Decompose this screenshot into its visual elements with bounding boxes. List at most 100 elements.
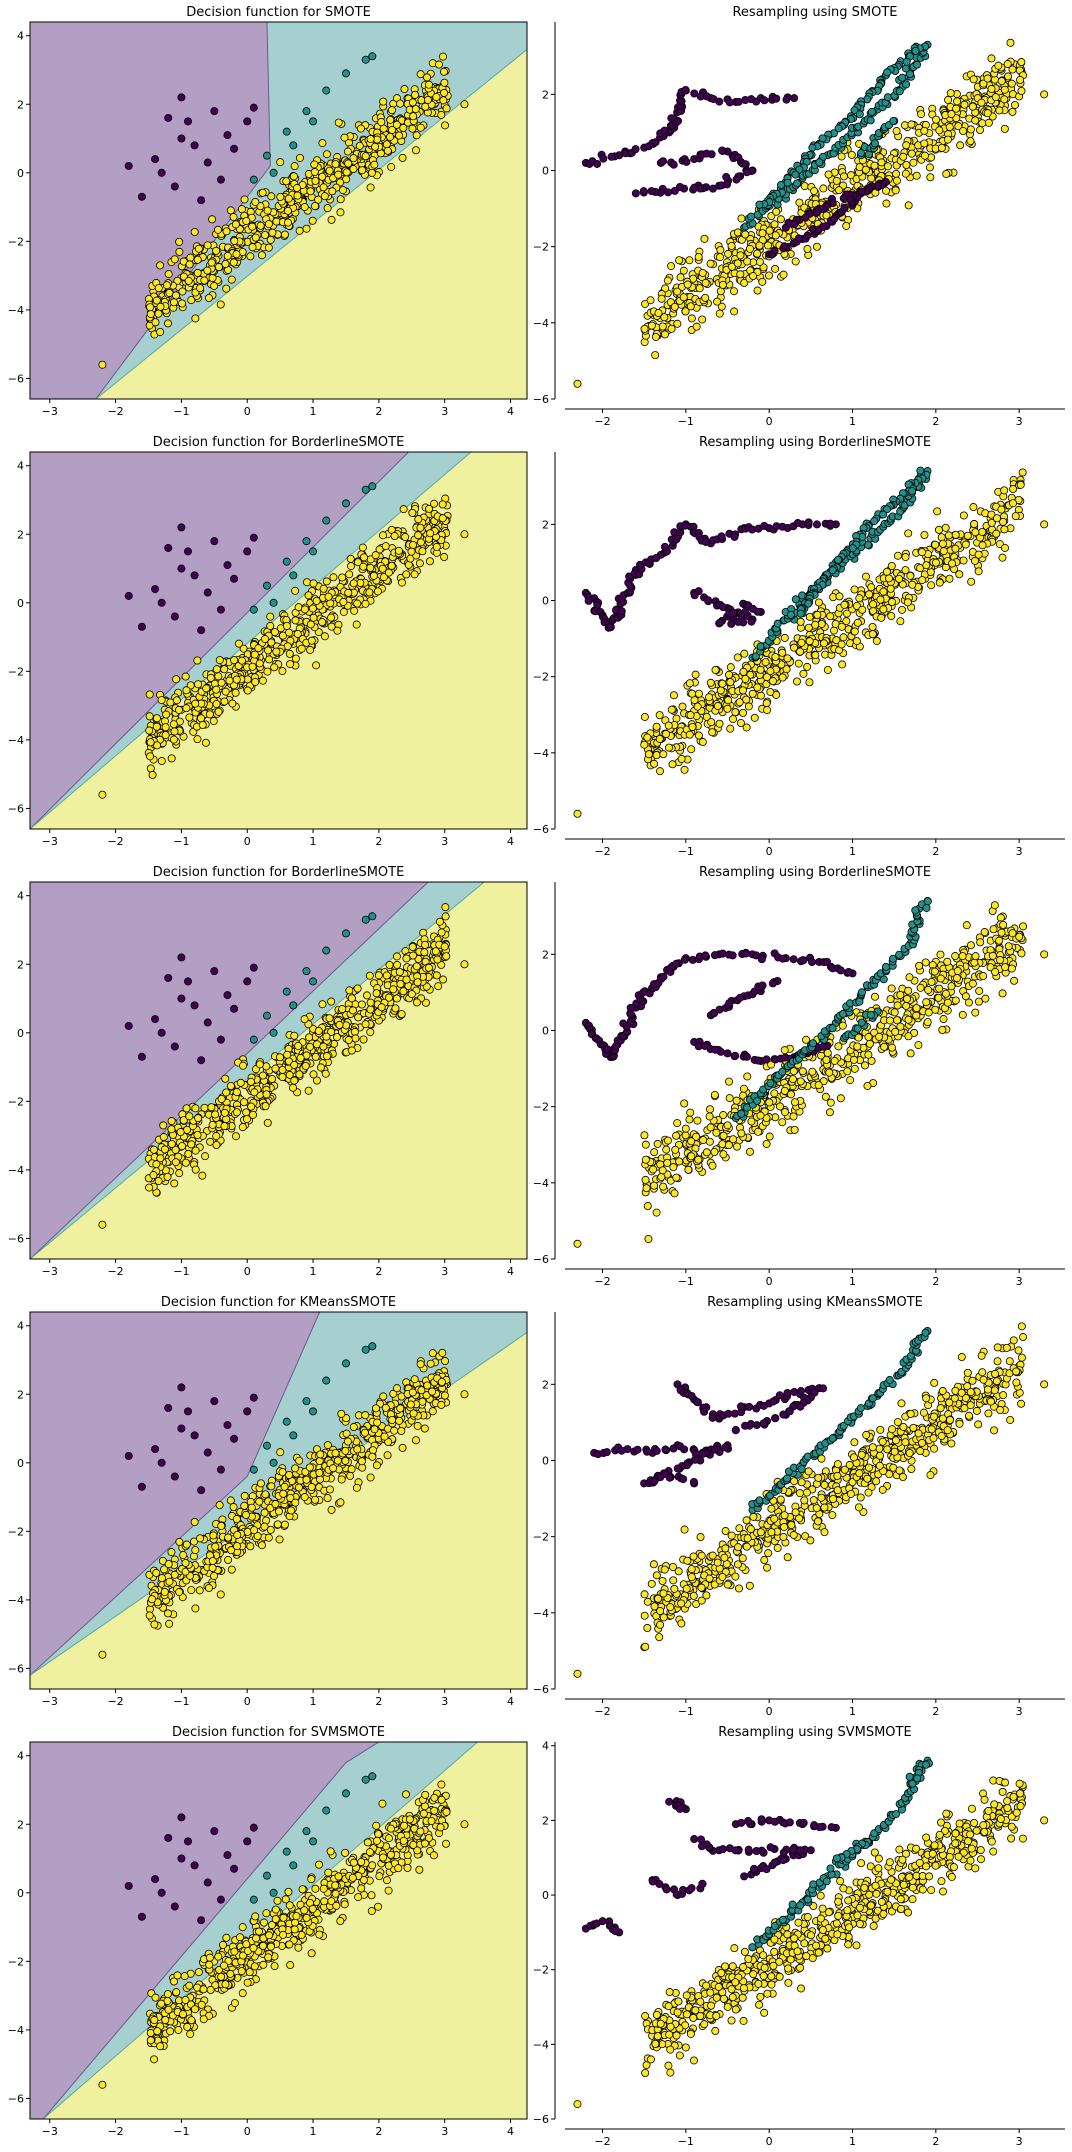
majority-point bbox=[834, 1042, 843, 1051]
majority-point bbox=[408, 124, 417, 133]
majority-point bbox=[178, 287, 187, 296]
majority-point bbox=[907, 149, 916, 158]
majority-point bbox=[290, 1031, 299, 1040]
majority-point bbox=[941, 523, 950, 532]
majority-point bbox=[220, 1108, 229, 1117]
majority-point bbox=[868, 622, 877, 631]
majority-point bbox=[981, 994, 990, 1003]
majority-point bbox=[643, 733, 652, 742]
minority-synthetic-point bbox=[732, 175, 741, 184]
middle-point bbox=[341, 929, 350, 938]
majority-point bbox=[868, 630, 877, 639]
majority-point bbox=[686, 711, 695, 720]
majority-point bbox=[687, 1152, 696, 1161]
majority-point bbox=[675, 1157, 684, 1166]
majority-point bbox=[654, 309, 663, 318]
majority-point bbox=[316, 1063, 325, 1072]
majority-point bbox=[814, 1081, 823, 1090]
majority-point bbox=[187, 1140, 196, 1149]
middle-point bbox=[368, 912, 377, 921]
majority-point bbox=[694, 1155, 703, 1164]
majority-point bbox=[687, 314, 696, 323]
majority-point bbox=[210, 281, 219, 290]
majority-point bbox=[327, 997, 336, 1006]
majority-point bbox=[248, 243, 257, 252]
majority-point bbox=[808, 1067, 817, 1076]
majority-point bbox=[904, 1032, 913, 1041]
majority-point bbox=[373, 587, 382, 596]
minority-point bbox=[216, 605, 225, 614]
majority-point bbox=[267, 192, 276, 201]
majority-point bbox=[1000, 543, 1009, 552]
majority-point bbox=[162, 710, 171, 719]
majority-point bbox=[311, 202, 320, 211]
majority-point bbox=[761, 658, 770, 667]
minority-synthetic-point bbox=[857, 187, 866, 196]
majority-point bbox=[947, 110, 956, 119]
majority-point bbox=[651, 351, 660, 360]
majority-point bbox=[214, 707, 223, 716]
majority-point bbox=[846, 1076, 855, 1085]
majority-point bbox=[400, 85, 409, 94]
majority-point bbox=[170, 727, 179, 736]
majority-point bbox=[867, 583, 876, 592]
majority-point bbox=[309, 579, 318, 588]
majority-point bbox=[186, 253, 195, 262]
minority-synthetic-point bbox=[753, 607, 762, 616]
majority-point bbox=[733, 259, 742, 268]
y-tick-label: 0 bbox=[17, 167, 24, 180]
minority-point bbox=[249, 963, 258, 972]
majority-point bbox=[718, 679, 727, 688]
subplot-title: Decision function for BorderlineSMOTE bbox=[153, 435, 405, 450]
y-tick-label: −6 bbox=[8, 1232, 24, 1245]
majority-point bbox=[263, 667, 272, 676]
majority-point bbox=[419, 928, 428, 937]
majority-point bbox=[978, 527, 987, 536]
majority-point bbox=[251, 233, 260, 242]
majority-point bbox=[201, 1152, 210, 1161]
minority-synthetic-point bbox=[669, 160, 678, 169]
majority-point bbox=[861, 165, 870, 174]
majority-point bbox=[762, 699, 771, 708]
majority-point bbox=[954, 122, 963, 131]
majority-point bbox=[850, 1055, 859, 1064]
majority-point bbox=[285, 1070, 294, 1079]
majority-point bbox=[966, 137, 975, 146]
minority-synthetic-point bbox=[584, 596, 593, 605]
majority-point bbox=[266, 621, 275, 630]
majority-point bbox=[850, 585, 859, 594]
majority-point bbox=[393, 960, 402, 969]
majority-point bbox=[811, 651, 820, 660]
majority-point bbox=[325, 1014, 334, 1023]
minority-synthetic-point bbox=[778, 954, 787, 963]
majority-point bbox=[726, 663, 735, 672]
majority-point bbox=[167, 1117, 176, 1126]
y-tick-label: 0 bbox=[17, 1027, 24, 1040]
majority-point bbox=[175, 247, 184, 256]
majority-point bbox=[862, 572, 871, 581]
majority-point bbox=[163, 1172, 172, 1181]
majority-point bbox=[835, 592, 844, 601]
majority-point bbox=[837, 622, 846, 631]
majority-point bbox=[824, 170, 833, 179]
middle-synthetic-point bbox=[808, 143, 817, 152]
majority-point bbox=[431, 947, 440, 956]
majority-point bbox=[825, 1068, 834, 1077]
majority-point bbox=[386, 115, 395, 124]
majority-point bbox=[692, 1132, 701, 1141]
majority-point bbox=[395, 131, 404, 140]
x-tick-label: −2 bbox=[107, 405, 123, 418]
minority-point bbox=[151, 1015, 160, 1024]
majority-point bbox=[149, 1171, 158, 1180]
majority-point bbox=[264, 243, 273, 252]
majority-point bbox=[920, 151, 929, 160]
majority-point bbox=[379, 97, 388, 106]
majority-point bbox=[989, 925, 998, 934]
majority-point bbox=[756, 665, 765, 674]
y-tick-label: −2 bbox=[533, 241, 549, 254]
majority-point bbox=[673, 1119, 682, 1128]
majority-point bbox=[729, 1135, 738, 1144]
majority-point bbox=[1009, 485, 1018, 494]
majority-point bbox=[152, 296, 161, 305]
